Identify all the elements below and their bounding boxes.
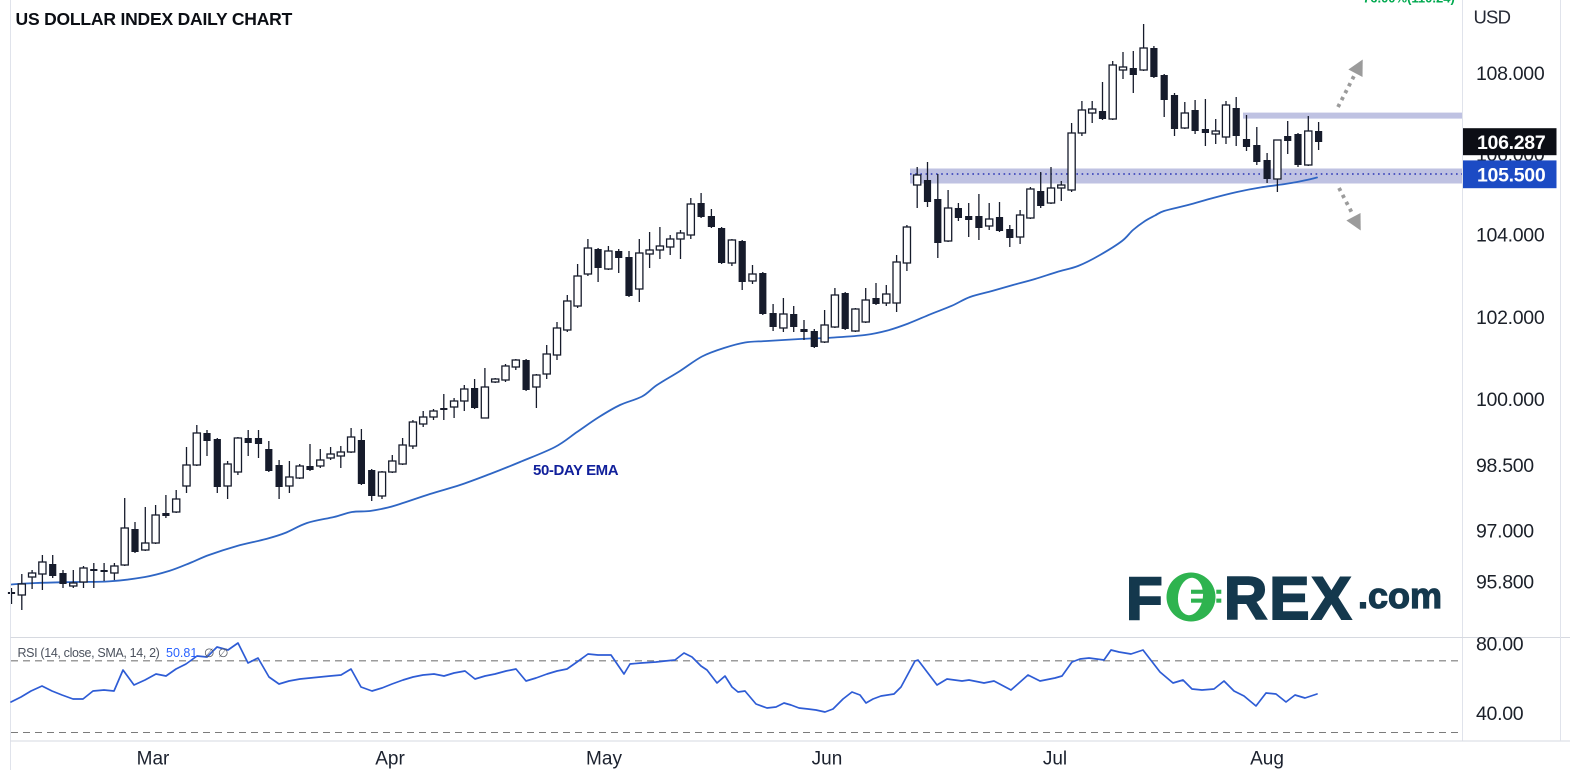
svg-text:50.81: 50.81	[166, 646, 197, 660]
svg-text:Apr: Apr	[375, 749, 405, 770]
svg-text:108.000: 108.000	[1476, 63, 1545, 85]
svg-text:95.800: 95.800	[1476, 572, 1534, 594]
svg-text:Mar: Mar	[137, 749, 170, 770]
svg-text:104.000: 104.000	[1476, 225, 1545, 247]
svg-text:76.00%(110.24): 76.00%(110.24)	[1363, 0, 1455, 6]
svg-text:∅: ∅	[204, 646, 214, 660]
svg-text:REX: REX	[1224, 565, 1353, 632]
svg-text:.com: .com	[1358, 575, 1442, 616]
svg-text:40.00: 40.00	[1476, 703, 1524, 725]
svg-text:USD: USD	[1474, 7, 1511, 28]
svg-text:50-DAY EMA: 50-DAY EMA	[533, 462, 619, 479]
svg-text:102.000: 102.000	[1476, 307, 1545, 329]
svg-text:100.000: 100.000	[1476, 389, 1545, 411]
svg-text:98.500: 98.500	[1476, 455, 1534, 477]
svg-text:∅: ∅	[218, 646, 228, 660]
svg-text:80.00: 80.00	[1476, 634, 1524, 656]
svg-text:May: May	[586, 749, 622, 770]
svg-text:106.287: 106.287	[1477, 132, 1545, 154]
svg-text:97.000: 97.000	[1476, 521, 1534, 543]
svg-text:Jun: Jun	[812, 749, 843, 770]
svg-text:US DOLLAR INDEX DAILY CHART: US DOLLAR INDEX DAILY CHART	[16, 9, 293, 29]
svg-text:Jul: Jul	[1043, 749, 1067, 770]
svg-text:F: F	[1126, 565, 1165, 632]
svg-text:RSI (14, close, SMA, 14, 2): RSI (14, close, SMA, 14, 2)	[18, 646, 160, 660]
svg-text:Aug: Aug	[1250, 749, 1284, 770]
svg-text:105.500: 105.500	[1477, 165, 1546, 187]
